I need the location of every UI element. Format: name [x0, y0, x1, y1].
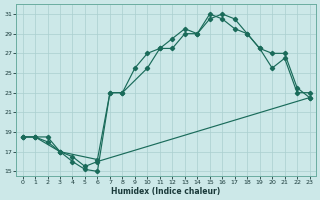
X-axis label: Humidex (Indice chaleur): Humidex (Indice chaleur): [111, 187, 221, 196]
